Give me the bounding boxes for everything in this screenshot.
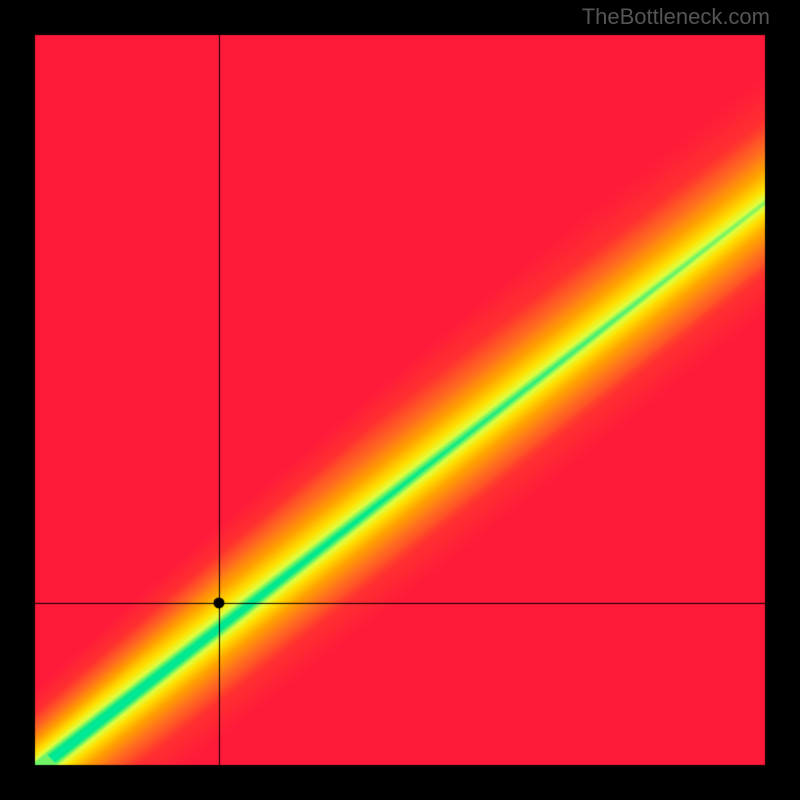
heatmap-canvas [0,0,800,800]
watermark-text: TheBottleneck.com [582,4,770,30]
chart-container: TheBottleneck.com [0,0,800,800]
